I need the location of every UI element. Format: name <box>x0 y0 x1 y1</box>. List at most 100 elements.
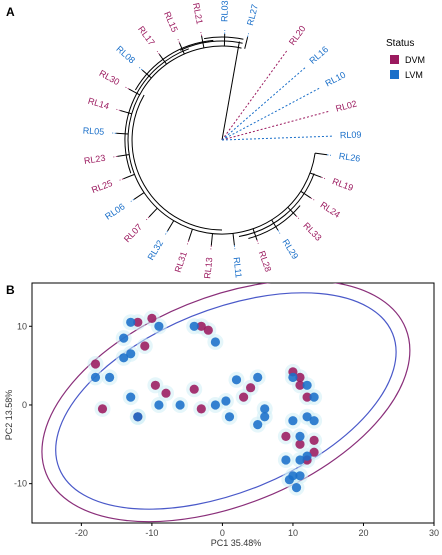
tree-clade-arc <box>204 37 243 39</box>
tree-leaf-tip <box>131 199 134 201</box>
data-point-lvm <box>232 375 241 384</box>
tree-leaf-label: RL27 <box>245 3 260 26</box>
tree-leaf-label: RL02 <box>335 98 358 113</box>
tree-leaf-tip <box>278 230 280 233</box>
data-point-lvm <box>292 483 301 492</box>
tree-leaf-label: RL11 <box>231 257 243 279</box>
data-point-dvm <box>151 381 160 390</box>
tree-leaf-tip <box>126 87 130 89</box>
data-point-lvm <box>126 318 135 327</box>
tree-leaf-tip <box>257 240 258 244</box>
tree-leaf-branch <box>142 70 151 78</box>
tree-leaf-tip <box>120 179 124 180</box>
panel-a-label: A <box>6 5 15 19</box>
tree-leaf-branch <box>189 229 193 240</box>
data-point-lvm <box>310 416 319 425</box>
data-point-lvm <box>176 400 185 409</box>
tree-leaf-tip <box>146 217 149 220</box>
tree-leaf-label: RL03 <box>219 0 230 22</box>
data-point-lvm <box>119 334 128 343</box>
tree-leaf-branch <box>168 221 174 231</box>
data-point-dvm <box>98 404 107 413</box>
data-point-lvm <box>133 412 142 421</box>
tree-leaf-tip <box>296 216 299 219</box>
tree-leaf-label: RL32 <box>146 238 166 262</box>
tree-leaf-tip <box>248 33 249 37</box>
data-point-dvm <box>310 436 319 445</box>
tree-leaf-branch <box>116 133 128 134</box>
data-point-lvm <box>288 373 297 382</box>
x-tick-label: 30 <box>429 528 439 538</box>
data-point-lvm <box>285 475 294 484</box>
data-point-dvm <box>140 341 149 350</box>
data-point-lvm <box>260 404 269 413</box>
tree-branch-dotted <box>222 136 334 140</box>
data-point-lvm <box>211 400 220 409</box>
data-point-lvm <box>253 420 262 429</box>
data-point-dvm <box>295 440 304 449</box>
legend-title: Status <box>386 38 414 49</box>
tree-leaf-label: RL29 <box>280 237 300 261</box>
tree-leaf-label: RL09 <box>340 130 362 141</box>
data-point-lvm <box>211 337 220 346</box>
tree-leaf-tip <box>116 109 120 110</box>
x-tick-label: -20 <box>75 528 88 538</box>
tree-leaf-tip <box>187 241 188 245</box>
x-tick-label: 0 <box>220 528 225 538</box>
tree-leaf-tip <box>178 39 180 43</box>
data-point-lvm <box>190 322 199 331</box>
tree-leaf-label: RL15 <box>162 10 180 34</box>
tree-branch-dotted <box>222 49 288 140</box>
legend-label-lvm: LVM <box>405 70 423 80</box>
tree-leaf-tip <box>166 231 168 235</box>
data-point-lvm <box>91 373 100 382</box>
legend-label-dvm: DVM <box>405 55 425 65</box>
data-point-dvm <box>204 326 213 335</box>
tree-branch-dotted <box>222 67 307 141</box>
tree-leaf-branch <box>123 174 134 178</box>
y-tick-label: -10 <box>14 479 27 489</box>
tree-leaf-branch <box>315 153 327 155</box>
tree-branch-dotted <box>222 87 321 140</box>
tree-leaf-branch <box>134 193 144 200</box>
tree-leaf-label: RL33 <box>301 220 323 242</box>
tree-clade-arc <box>132 95 222 230</box>
tree-leaf-branch <box>245 37 248 49</box>
data-point-lvm <box>288 416 297 425</box>
tree-leaf-tip <box>211 246 212 250</box>
data-point-lvm <box>126 393 135 402</box>
y-tick-label: 10 <box>17 321 27 331</box>
data-point-dvm <box>239 393 248 402</box>
data-point-lvm <box>225 412 234 421</box>
data-point-lvm <box>310 393 319 402</box>
y-tick-label: 0 <box>22 400 27 410</box>
data-point-dvm <box>246 383 255 392</box>
tree-leaf-label: RL07 <box>122 222 144 244</box>
data-point-lvm <box>105 373 114 382</box>
legend-swatch-lvm <box>390 70 399 79</box>
legend: Status DVM LVM <box>386 38 425 80</box>
tree-leaf-label: RL28 <box>257 250 274 274</box>
tree-leaf-label: RL24 <box>319 200 342 220</box>
tree-leaf-label: RL13 <box>202 257 214 279</box>
y-axis-label: PC2 13.58% <box>4 390 14 441</box>
legend-swatch-dvm <box>390 55 399 64</box>
data-point-lvm <box>154 322 163 331</box>
data-point-dvm <box>281 432 290 441</box>
tree-root-stem <box>222 42 239 141</box>
data-point-lvm <box>281 455 290 464</box>
tree-leaf-label: RL10 <box>324 70 348 89</box>
tree-clade-arc <box>248 206 300 239</box>
data-point-dvm <box>91 359 100 368</box>
tree-leaf-label: RL05 <box>82 126 104 137</box>
data-point-lvm <box>295 471 304 480</box>
x-axis-label: PC1 35.48% <box>211 538 262 548</box>
dendrogram: RL20RL16RL10RL02RL09RL26RL19RL24RL33RL29… <box>82 0 361 279</box>
tree-leaf-label: RL17 <box>136 24 157 47</box>
data-point-dvm <box>161 389 170 398</box>
tree-leaf-label: RL06 <box>103 201 126 221</box>
x-tick-label: 10 <box>288 528 298 538</box>
data-point-lvm <box>260 412 269 421</box>
tree-leaf-branch <box>211 234 212 246</box>
